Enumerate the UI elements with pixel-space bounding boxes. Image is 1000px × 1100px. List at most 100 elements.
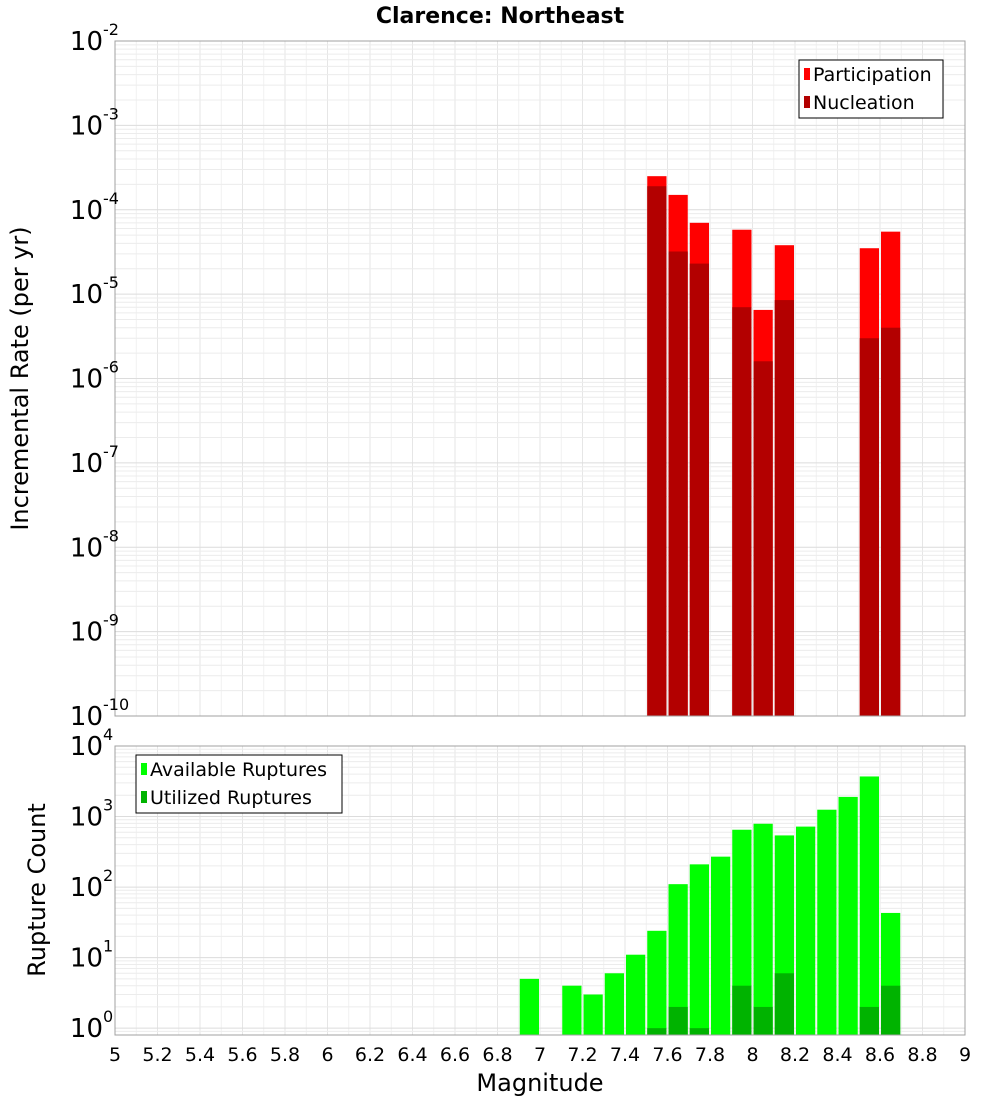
bar-utilized-ruptures [668,1006,688,1035]
y-tick-base: 10 [70,732,103,762]
y-tick-base: 10 [70,873,103,903]
y-tick-base: 10 [70,111,103,141]
x-tick-label: 8.2 [780,1044,810,1066]
bar-utilized-ruptures [647,1028,667,1035]
bar-available-ruptures [626,954,646,1035]
bar-nucleation [732,307,752,716]
y-tick-base: 10 [70,533,103,563]
bar-utilized-ruptures [881,985,901,1035]
bar-available-ruptures [562,985,582,1035]
legend-label: Nucleation [813,92,915,114]
bar-utilized-ruptures [732,985,752,1035]
x-tick-label: 6.2 [355,1044,385,1066]
y-tick-label: 10 -6 [70,358,119,395]
bottom-y-axis-label: Rupture Count [23,803,51,977]
y-tick-label: 10 -7 [70,442,119,479]
legend-label: Participation [813,64,932,86]
bar-nucleation [689,263,709,716]
x-tick-label: 7.4 [610,1044,640,1066]
bar-utilized-ruptures [859,1006,879,1035]
bar-nucleation [859,338,879,716]
y-tick-base: 10 [70,196,103,226]
bar-available-ruptures [668,884,688,1035]
bar-nucleation [881,327,901,716]
y-tick-exponent: -8 [103,526,119,545]
x-tick-labels: 5 5.2 5.4 5.6 5.8 6 6.2 6.4 6.6 6.8 7 7.2 7.4 7.6 7.8 8… [109,1044,971,1066]
y-tick-exponent: -9 [103,611,119,630]
bar-utilized-ruptures [774,973,794,1035]
legend-swatch [141,791,147,803]
y-tick-exponent: -4 [103,189,119,208]
legend-item: Available Ruptures [141,759,327,781]
y-tick-exponent: -6 [103,358,119,377]
y-tick-exponent: -2 [103,20,119,39]
y-tick-exponent: 3 [103,796,113,815]
top-y-axis-label: Incremental Rate (per yr) [6,226,34,530]
top-panel-bars [647,176,901,717]
y-tick-label: 10 -3 [70,104,119,141]
bar-available-ruptures [519,978,539,1035]
legend-swatch [804,68,810,80]
legend-label: Available Ruptures [150,759,327,781]
x-tick-label: 6.6 [440,1044,470,1066]
legend-item: Participation [804,64,932,86]
legend-label: Utilized Ruptures [150,787,312,809]
legend-swatch [804,96,810,108]
chart-title: Clarence: Northeast [376,4,625,29]
bar-available-ruptures [753,823,773,1035]
top-legend: Participation Nucleation [798,59,944,119]
y-tick-label: 10 1 [70,937,113,974]
x-axis-label: Magnitude [476,1069,603,1097]
x-tick-label: 8 [746,1044,758,1066]
y-tick-label: 10 -10 [70,695,129,732]
legend-box [798,59,944,119]
x-tick-label: 7.6 [652,1044,682,1066]
y-tick-exponent: 1 [103,937,113,956]
bar-available-ruptures [689,864,709,1035]
x-tick-label: 7.2 [567,1044,597,1066]
bar-available-ruptures [796,826,816,1035]
x-tick-label: 7.8 [695,1044,725,1066]
x-tick-label: 5 [109,1044,121,1066]
bar-utilized-ruptures [753,1006,773,1035]
x-tick-label: 6 [321,1044,333,1066]
y-tick-base: 10 [70,27,103,57]
y-tick-base: 10 [70,618,103,648]
bar-available-ruptures [859,776,879,1035]
y-tick-label: 10 -9 [70,611,119,648]
x-tick-label: 7 [534,1044,546,1066]
bar-nucleation [753,361,773,716]
y-tick-label: 10 3 [70,796,113,833]
bottom-legend: Available Ruptures Utilized Ruptures [135,754,343,814]
bar-available-ruptures [583,994,603,1035]
legend-item: Utilized Ruptures [141,787,312,809]
y-tick-base: 10 [70,944,103,974]
y-tick-label: 10 2 [70,866,113,903]
bar-available-ruptures [647,930,667,1035]
y-tick-base: 10 [70,1014,103,1044]
x-tick-label: 5.6 [227,1044,257,1066]
y-tick-label: 10 4 [70,725,113,762]
legend-box [135,754,343,814]
x-tick-label: 5.2 [142,1044,172,1066]
bar-available-ruptures [838,796,858,1035]
legend-item: Nucleation [804,92,915,114]
x-tick-label: 5.8 [270,1044,300,1066]
x-tick-label: 8.4 [822,1044,852,1066]
y-tick-exponent: 2 [103,866,113,885]
y-tick-base: 10 [70,280,103,310]
y-tick-exponent: -3 [103,104,119,123]
bottom-plot-frame [114,745,966,1036]
bar-available-ruptures [817,809,837,1035]
x-tick-label: 6.4 [397,1044,427,1066]
top-panel-grid [114,40,966,717]
y-tick-exponent: 0 [103,1007,113,1026]
y-tick-base: 10 [70,365,103,395]
y-tick-exponent: -5 [103,273,119,292]
y-tick-label: 10 -5 [70,273,119,310]
y-tick-exponent: -7 [103,442,119,461]
y-tick-base: 10 [70,449,103,479]
